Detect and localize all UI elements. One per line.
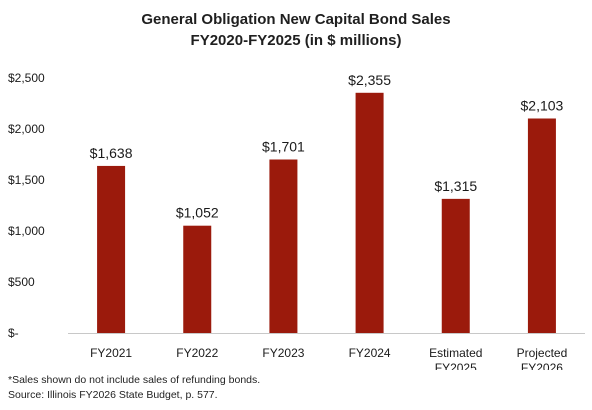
data-label: $1,701 xyxy=(262,138,305,154)
x-tick-label: FY2021 xyxy=(90,346,132,360)
x-tick-label: FY2026 xyxy=(521,361,563,370)
x-tick-label: FY2025 xyxy=(435,361,477,370)
x-tick-label: FY2023 xyxy=(262,346,304,360)
y-tick-label: $- xyxy=(8,326,19,340)
x-tick-label: Projected xyxy=(517,346,568,360)
bar xyxy=(97,165,126,333)
data-label: $1,315 xyxy=(434,178,477,194)
x-tick-label: Estimated xyxy=(429,346,482,360)
bar xyxy=(183,225,212,333)
y-tick-label: $500 xyxy=(8,275,35,289)
bar xyxy=(527,118,556,333)
data-label: $1,052 xyxy=(176,205,219,221)
data-label: $2,103 xyxy=(521,97,564,113)
chart-title-line-1: General Obligation New Capital Bond Sale… xyxy=(141,11,451,28)
data-label: $1,638 xyxy=(90,145,133,161)
x-tick-label: FY2022 xyxy=(176,346,218,360)
data-label: $2,355 xyxy=(348,72,391,88)
bar-chart: $- $500 $1,000 $1,500 $2,000 $2,500 $1,638 FY20… xyxy=(8,71,585,370)
bar xyxy=(269,159,298,333)
y-tick-label: $2,000 xyxy=(8,122,45,136)
footnote-refunding: *Sales shown do not include sales of ref… xyxy=(8,374,261,386)
bar xyxy=(355,92,384,333)
bar xyxy=(441,198,470,333)
footnote-source: Source: Illinois FY2026 State Budget, p.… xyxy=(8,389,218,401)
x-tick-label: FY2024 xyxy=(349,346,391,360)
chart-title-line-2: FY2020-FY2025 (in $ millions) xyxy=(190,32,402,49)
y-tick-label: $1,000 xyxy=(8,224,45,238)
y-tick-label: $1,500 xyxy=(8,173,45,187)
y-tick-label: $2,500 xyxy=(8,71,45,85)
